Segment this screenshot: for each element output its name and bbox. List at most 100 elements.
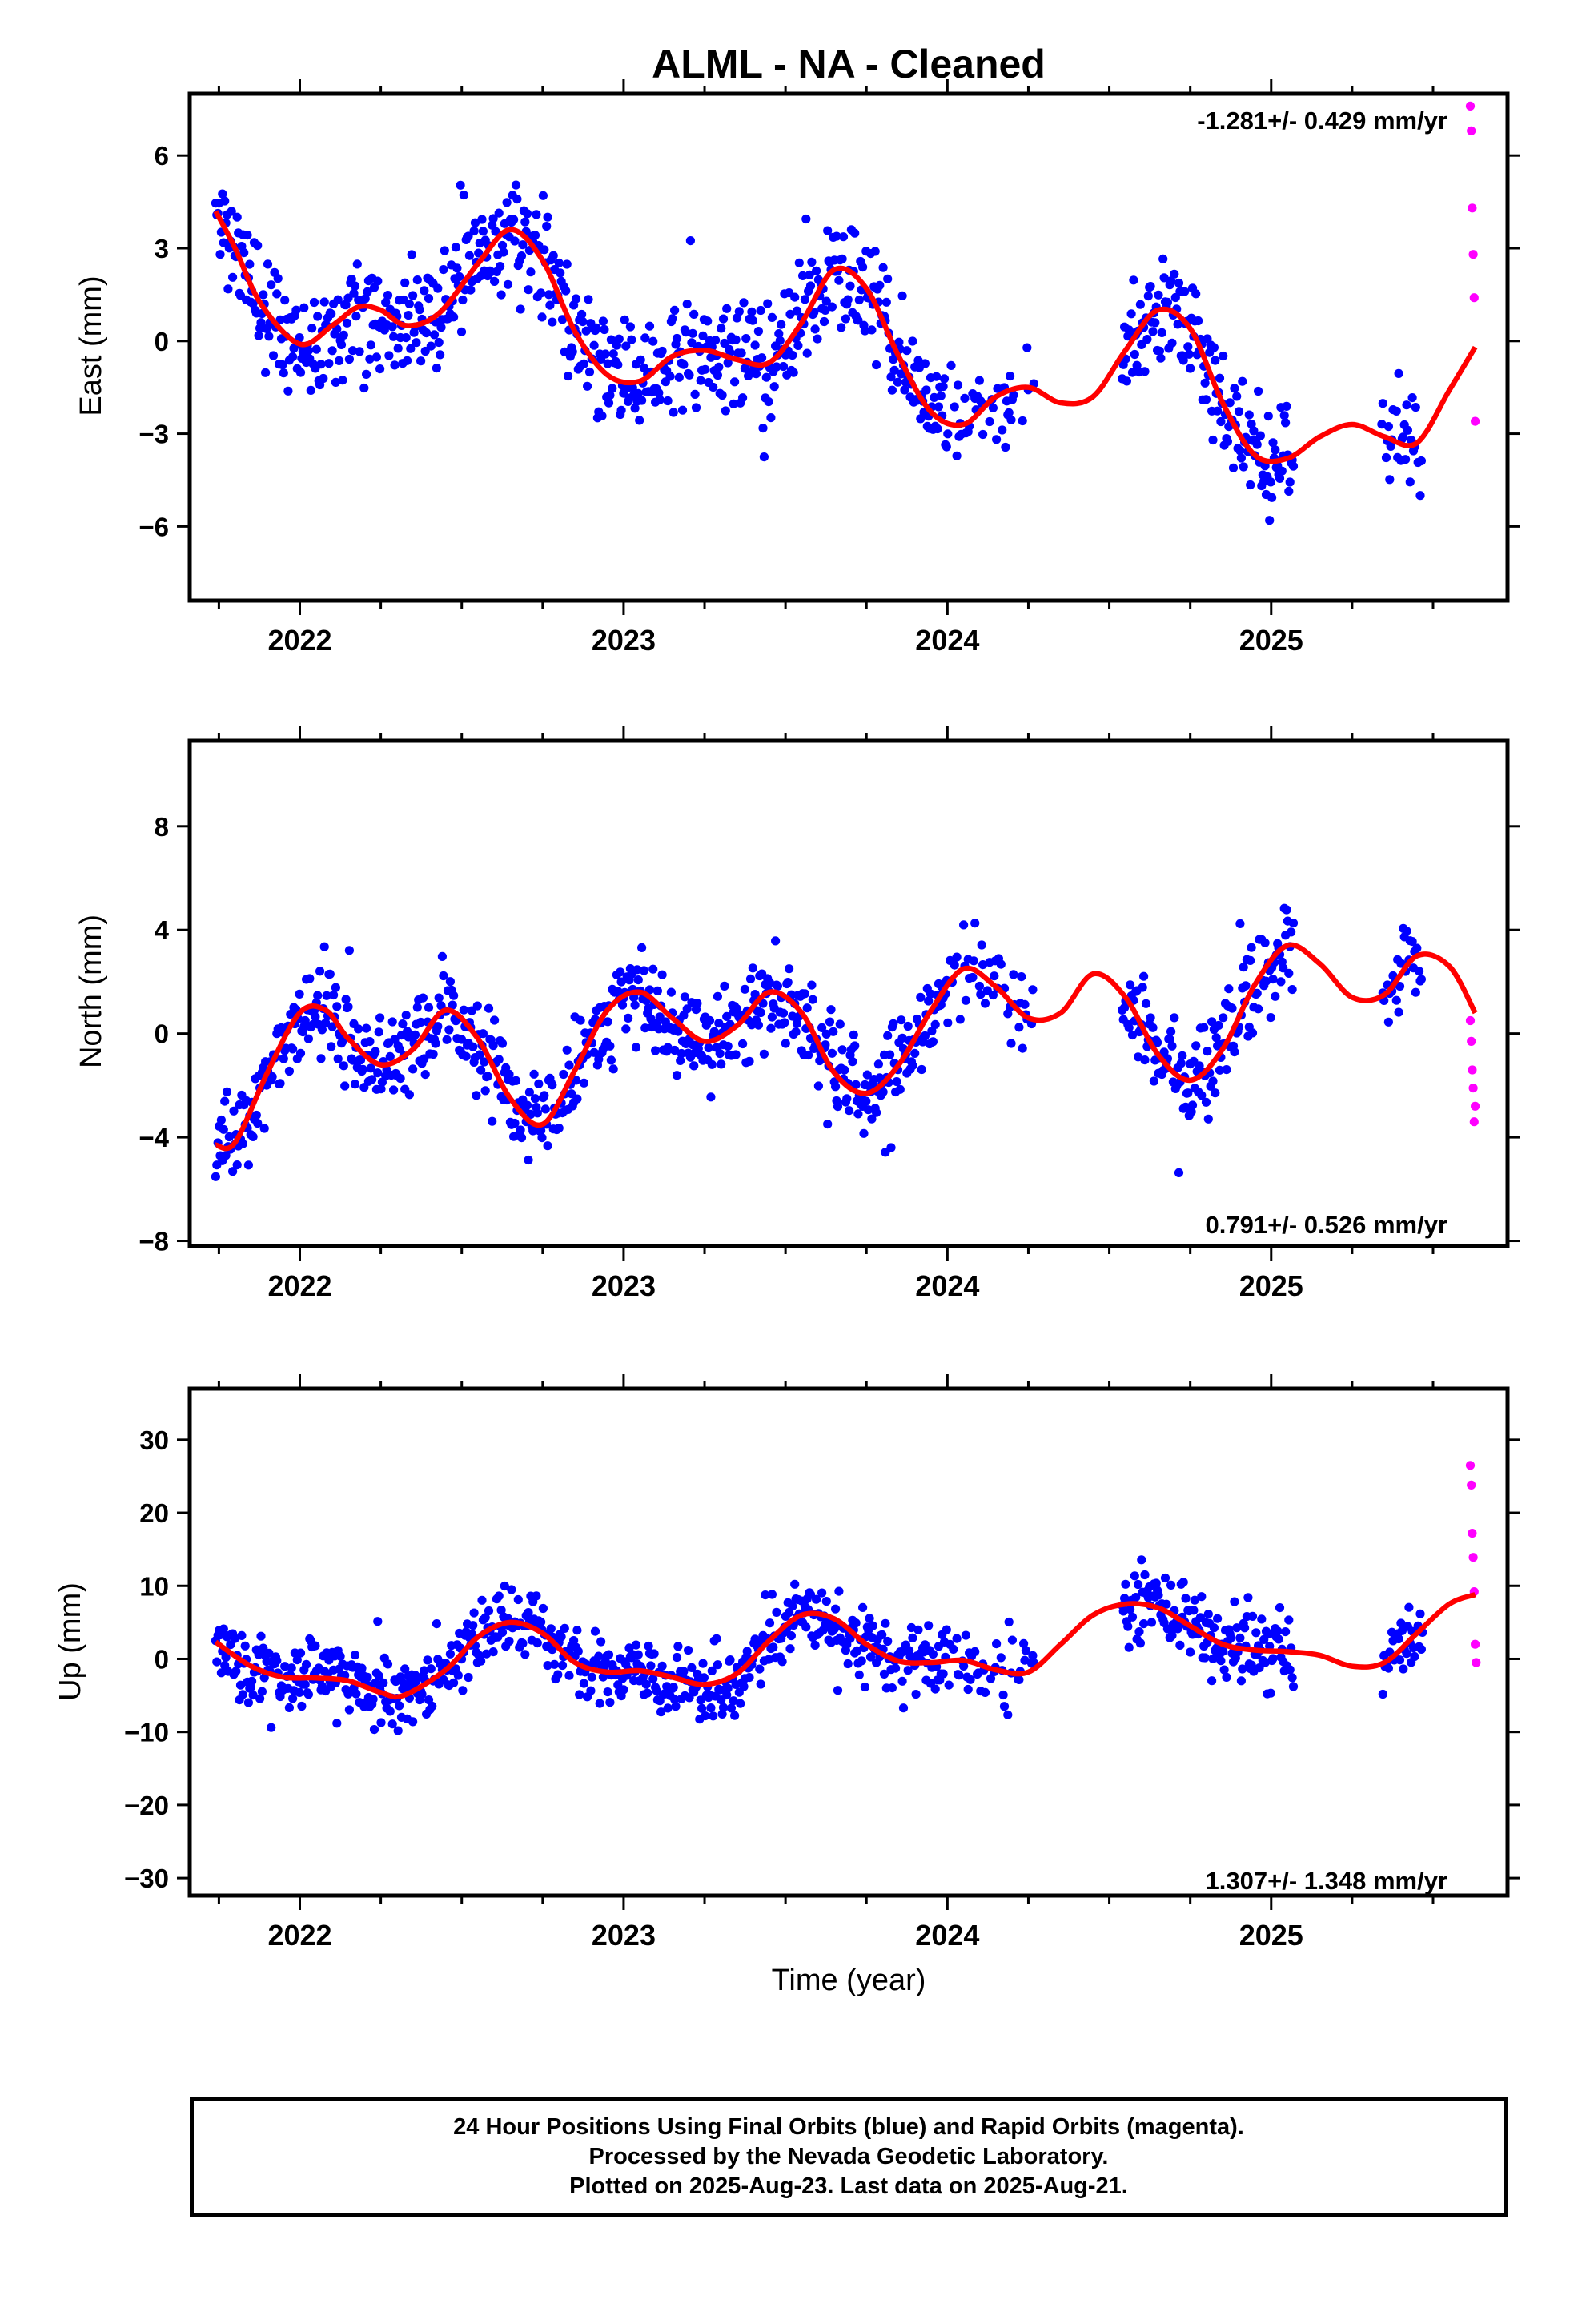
north-final-point xyxy=(389,1085,399,1095)
east-plot-frame xyxy=(187,91,1510,603)
north-final-point xyxy=(530,1094,540,1104)
north-final-point xyxy=(781,1039,790,1048)
up-rapid-point xyxy=(1472,1658,1481,1667)
up-final-point xyxy=(722,1690,732,1700)
east-final-point xyxy=(562,259,572,269)
north-rapid-point xyxy=(1465,1015,1476,1026)
east-final-point xyxy=(908,336,917,346)
up-final-point xyxy=(788,1602,797,1611)
east-final-point xyxy=(759,452,769,462)
north-final-point xyxy=(714,1019,724,1028)
up-final-point xyxy=(231,1667,241,1676)
north-final-point xyxy=(670,1045,680,1055)
east-final-point xyxy=(548,317,557,327)
north-rate-label: 0.791+/- 0.526 mm/yr xyxy=(1206,1211,1447,1239)
up-final-point xyxy=(373,1617,383,1626)
north-final-point xyxy=(644,985,655,995)
east-final-point xyxy=(313,312,323,321)
east-final-point xyxy=(625,322,636,332)
up-final-point xyxy=(646,1661,656,1671)
east-final-point xyxy=(219,238,228,247)
east-final-point xyxy=(753,327,764,336)
east-final-point xyxy=(420,346,430,356)
up-final-point xyxy=(518,1638,528,1648)
north-y-tick-label: 8 xyxy=(155,812,169,842)
east-final-point xyxy=(1213,406,1223,416)
north-final-point xyxy=(339,1061,348,1071)
north-final-point xyxy=(401,1011,411,1020)
up-final-point xyxy=(395,1701,404,1711)
north-final-point xyxy=(817,1023,827,1032)
east-final-point xyxy=(408,291,418,300)
north-final-point xyxy=(767,1012,777,1022)
north-final-point xyxy=(367,1075,377,1084)
up-final-point xyxy=(1167,1630,1177,1640)
north-final-point xyxy=(321,1018,331,1027)
east-final-point xyxy=(227,207,236,216)
east-final-point xyxy=(1146,282,1155,292)
north-final-point xyxy=(374,1027,383,1037)
north-final-point xyxy=(766,1023,776,1033)
east-final-point xyxy=(769,382,779,392)
north-final-point xyxy=(311,1012,320,1022)
east-final-point xyxy=(306,385,315,395)
north-final-point xyxy=(1416,975,1426,984)
north-final-point xyxy=(428,1049,438,1059)
north-final-point xyxy=(313,991,323,1000)
north-final-point xyxy=(748,963,757,973)
east-final-point xyxy=(264,332,274,341)
east-final-point xyxy=(433,283,443,293)
up-final-point xyxy=(949,1644,958,1654)
east-final-point xyxy=(592,323,601,332)
north-final-point xyxy=(366,1063,375,1073)
up-final-point xyxy=(596,1637,606,1647)
up-final-point xyxy=(812,1594,821,1604)
north-final-point xyxy=(723,1041,733,1051)
east-final-point xyxy=(775,336,785,345)
up-final-point xyxy=(287,1663,296,1673)
up-rapid-point xyxy=(1465,1461,1476,1470)
north-final-point xyxy=(228,1167,238,1176)
east-final-point xyxy=(335,356,344,365)
north-final-point xyxy=(431,1039,440,1048)
north-final-point xyxy=(329,990,339,1000)
north-final-point xyxy=(990,971,999,981)
north-y-axis-label: North (mm) xyxy=(74,915,108,1068)
east-final-point xyxy=(766,413,776,423)
east-final-point xyxy=(1247,420,1256,429)
east-final-point xyxy=(1184,349,1194,359)
north-final-point xyxy=(970,919,980,928)
east-final-point xyxy=(992,435,1002,444)
east-final-point xyxy=(897,291,907,300)
up-final-point xyxy=(590,1626,600,1636)
east-rapid-point xyxy=(1465,101,1476,111)
east-final-point xyxy=(275,315,285,324)
up-final-point xyxy=(649,1649,659,1659)
east-final-point xyxy=(714,362,724,372)
north-final-point xyxy=(433,1022,443,1031)
east-rapid-point xyxy=(1471,416,1480,426)
north-final-point xyxy=(977,940,986,950)
north-final-point xyxy=(851,1080,861,1089)
east-final-point xyxy=(672,333,682,344)
east-final-point xyxy=(883,274,893,283)
east-final-point xyxy=(584,367,595,377)
up-final-point xyxy=(679,1667,689,1676)
east-final-point xyxy=(341,300,351,310)
east-final-point xyxy=(422,328,432,338)
up-final-point xyxy=(930,1684,940,1694)
footer-line-3: Plotted on 2025-Aug-23. Last data on 202… xyxy=(569,2173,1128,2199)
north-final-point xyxy=(303,1034,313,1043)
up-final-point xyxy=(1162,1599,1171,1609)
east-final-point xyxy=(751,369,761,379)
up-rate-label: 1.307+/- 1.348 mm/yr xyxy=(1206,1867,1447,1895)
up-y-tick-label: −10 xyxy=(124,1718,169,1747)
up-final-point xyxy=(257,1687,267,1696)
north-final-point xyxy=(571,1076,581,1085)
north-final-point xyxy=(771,936,781,946)
east-final-point xyxy=(232,212,242,222)
up-final-point xyxy=(1281,1627,1291,1637)
east-final-point xyxy=(613,360,623,369)
north-final-point xyxy=(1127,1030,1138,1040)
east-final-point xyxy=(1232,392,1242,401)
